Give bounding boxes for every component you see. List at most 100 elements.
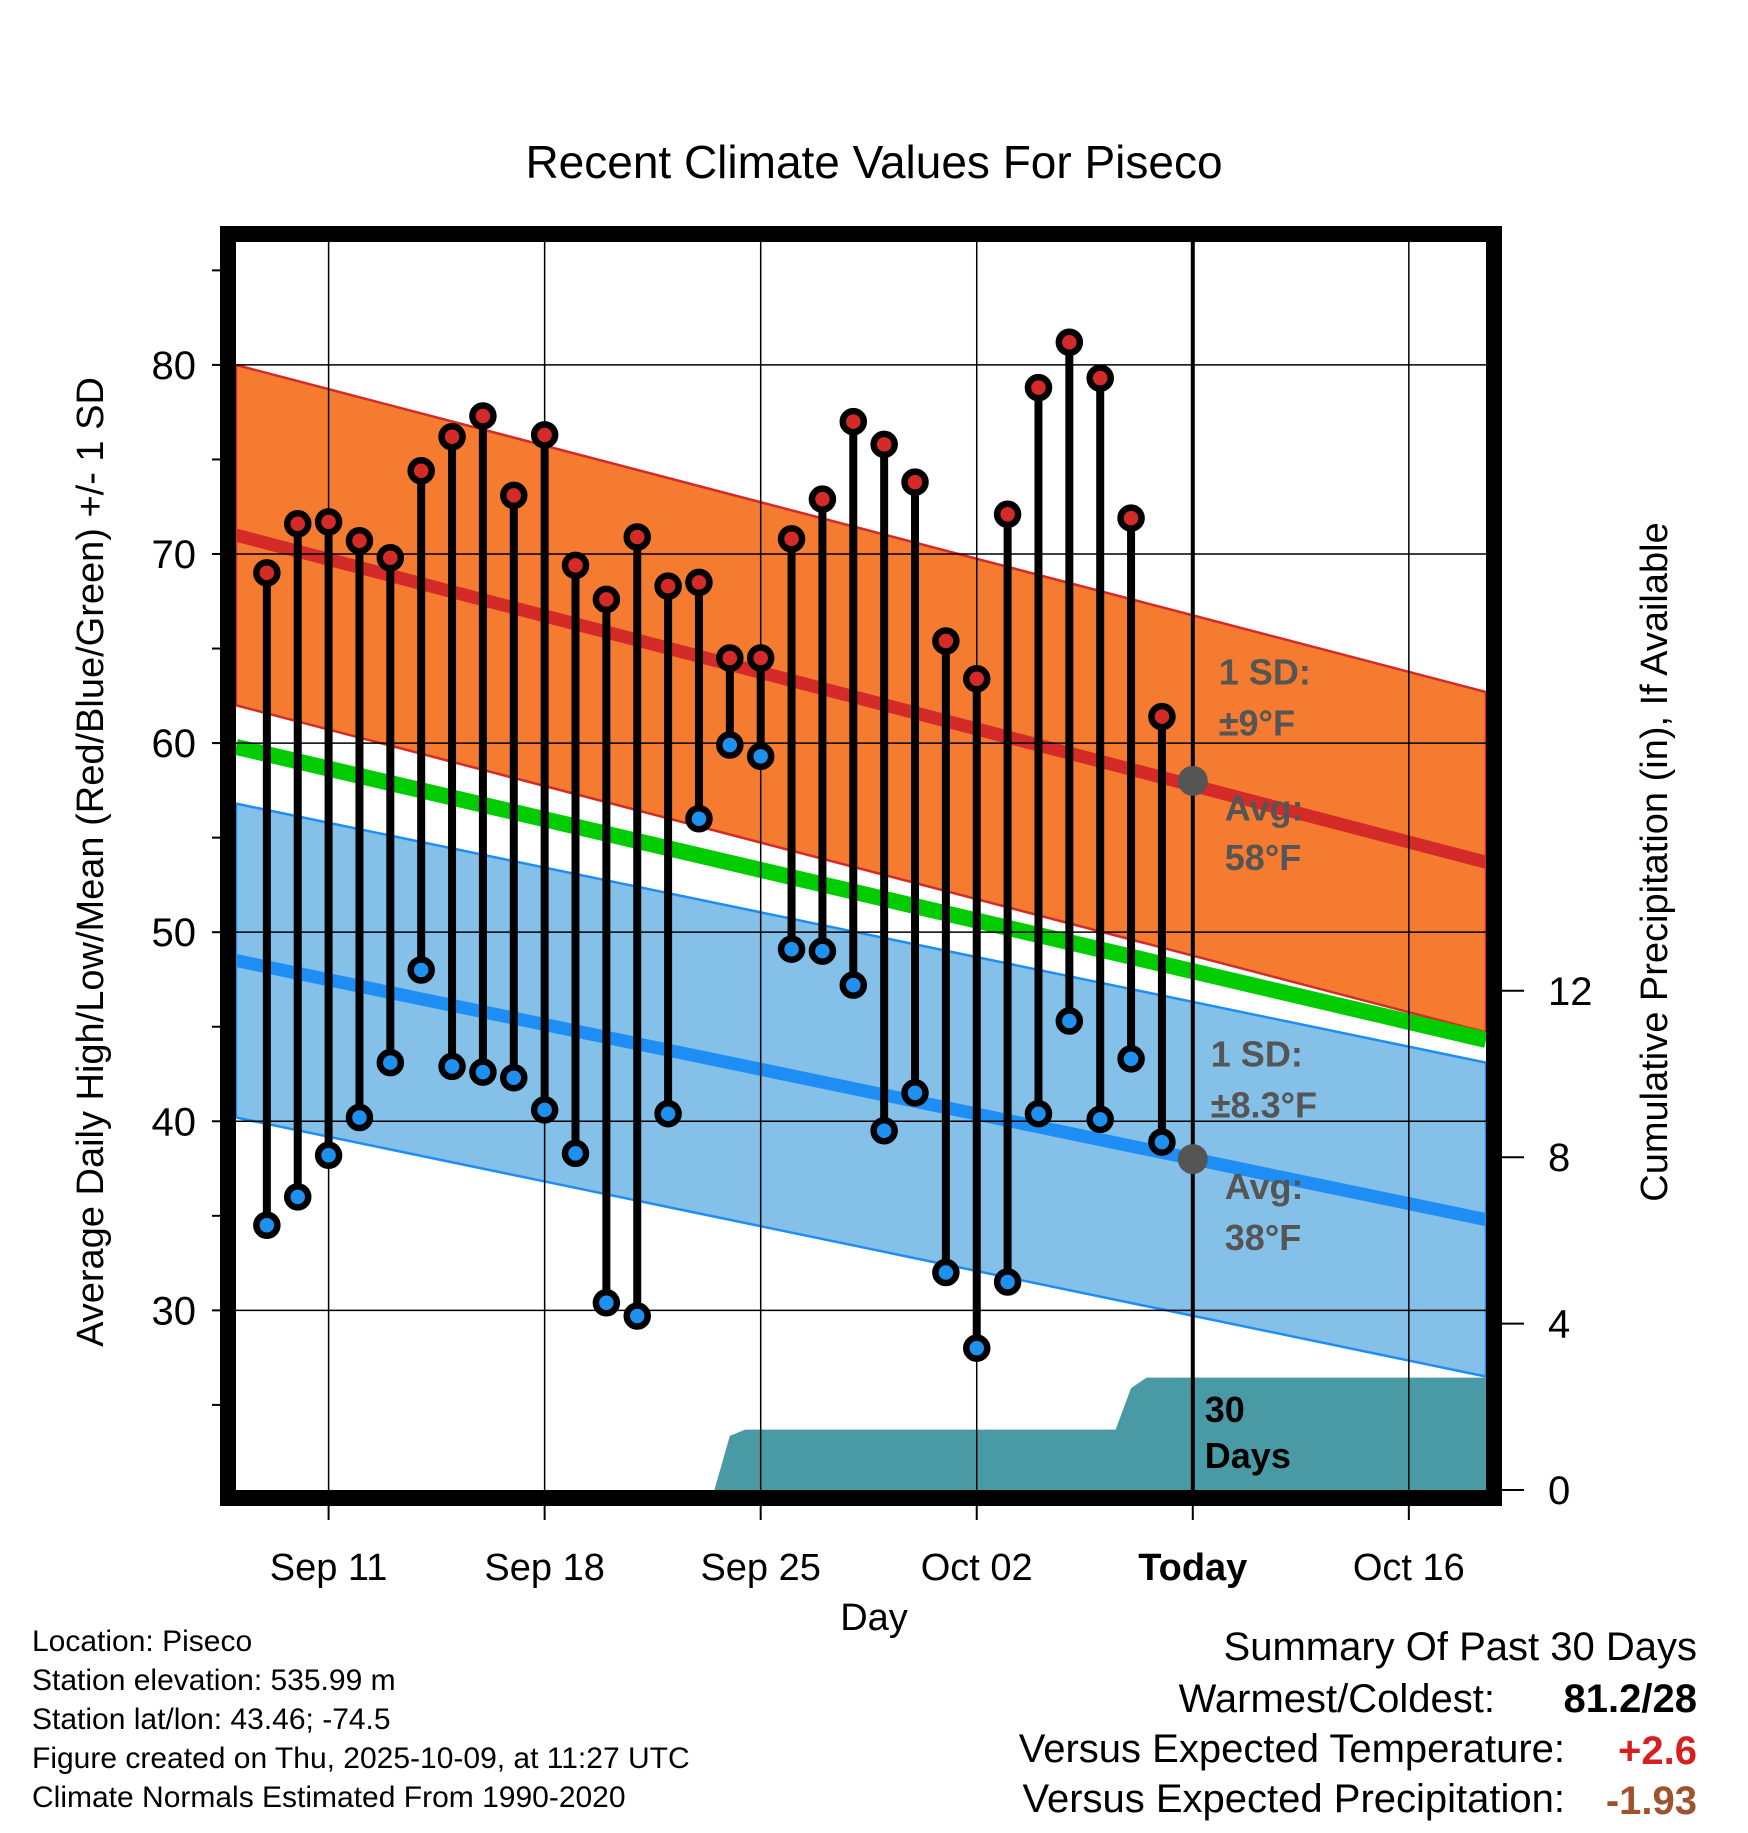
day-high-point [993, 500, 1022, 529]
low-avg-label: Avg: [1225, 1166, 1304, 1207]
footer-info: Location: Piseco Station elevation: 535.… [32, 1625, 690, 1814]
day-high-point [746, 644, 775, 672]
day-high-point [623, 523, 651, 551]
day-high-point [469, 402, 497, 430]
day-high-point [654, 572, 682, 600]
y-tick-label: 80 [152, 344, 197, 388]
footer-created: Figure created on Thu, 2025-10-09, at 11… [32, 1742, 690, 1775]
day-low-point [438, 1052, 466, 1081]
y-tick-label: 40 [152, 1100, 197, 1144]
day-high-point [932, 627, 960, 655]
day-low-point [1117, 1045, 1145, 1073]
plot-area: 1 SD: ±9°F Avg: 58°F 1 SD: ±8.3°F Avg: 38°F 30 Da… [236, 242, 1486, 1490]
day-high-point [283, 509, 312, 538]
day-low-point [469, 1058, 497, 1086]
day-low-point [870, 1116, 898, 1145]
day-high-point [1148, 702, 1176, 731]
day-low-point [1024, 1099, 1053, 1128]
today-low-avg-dot [1177, 1144, 1208, 1175]
low-sd-label: 1 SD: [1211, 1033, 1303, 1074]
day-low-point [623, 1302, 651, 1330]
day-low-point [901, 1079, 929, 1107]
x-tick-label: Today [1138, 1547, 1247, 1589]
y-axis-label-right: Cumulative Precipitation (in), If Availa… [1634, 522, 1676, 1201]
day-high-point [1055, 328, 1084, 356]
day-high-point [808, 485, 837, 513]
high-avg-label: Avg: [1225, 788, 1304, 829]
footer-normals: Climate Normals Estimated From 1990-2020 [32, 1781, 626, 1814]
y-axis-label-left: Average Daily High/Low/Mean (Red/Blue/Gr… [70, 377, 112, 1347]
day-low-point [592, 1289, 621, 1317]
day-low-point [561, 1139, 590, 1168]
day-high-point [901, 468, 929, 496]
day-high-point [407, 457, 435, 485]
precip-area [714, 1377, 1486, 1490]
day-high-point [530, 421, 559, 449]
precip-tick-label: 12 [1548, 970, 1593, 1014]
summary-temp-value: +2.6 [1618, 1729, 1697, 1773]
day-low-point [746, 742, 775, 771]
x-tick-label: Sep 25 [700, 1547, 820, 1589]
high-avg-value: 58°F [1225, 837, 1301, 878]
x-tick-label: Oct 02 [921, 1547, 1033, 1589]
precip-tick-label: 0 [1548, 1469, 1570, 1513]
day-low-point [1055, 1007, 1084, 1035]
high-sd-label: 1 SD: [1219, 651, 1311, 692]
low-normal-line [236, 954, 1486, 1226]
footer-latlon: Station lat/lon: 43.46; -74.5 [32, 1703, 391, 1736]
low-avg-value: 38°F [1225, 1217, 1301, 1258]
day-high-point [345, 527, 374, 555]
day-low-point [530, 1096, 559, 1124]
y-tick-label: 50 [152, 911, 197, 955]
day-low-point [1148, 1128, 1176, 1156]
x-tick-label: Sep 18 [484, 1547, 604, 1589]
days-label-text: Days [1205, 1435, 1291, 1476]
plot-frame [220, 226, 1502, 1506]
y-tick-label: 30 [152, 1289, 197, 1333]
summary-precip-value: -1.93 [1606, 1779, 1697, 1823]
day-low-point [962, 1334, 991, 1362]
day-low-point [253, 1211, 281, 1240]
day-high-point [561, 551, 590, 580]
x-tick-label: Oct 16 [1353, 1547, 1465, 1589]
day-low-point [407, 956, 435, 984]
day-high-point [253, 559, 281, 587]
day-high-point [716, 644, 744, 672]
day-low-point [808, 937, 837, 965]
day-low-point [654, 1099, 682, 1128]
summary-warmest-value: 81.2/28 [1564, 1677, 1697, 1721]
chart-title: Recent Climate Values For Piseco [525, 136, 1222, 188]
precip-tick-label: 8 [1548, 1136, 1570, 1180]
day-high-point [592, 585, 621, 614]
day-low-point [839, 971, 868, 999]
day-high-point [376, 544, 405, 572]
mean-normal-line [236, 739, 1486, 1048]
summary-panel: Summary Of Past 30 Days Warmest/Coldest:… [1019, 1625, 1697, 1823]
summary-warmest-label: Warmest/Coldest: [1179, 1677, 1495, 1721]
day-high-point [500, 481, 528, 510]
day-high-point [1117, 504, 1145, 532]
day-low-point [716, 731, 744, 759]
high-normal-line [236, 528, 1486, 869]
summary-temp-label: Versus Expected Temperature: [1019, 1727, 1565, 1771]
day-high-point [870, 430, 898, 459]
day-low-point [376, 1048, 405, 1077]
day-high-point [777, 525, 806, 553]
day-low-point [500, 1064, 528, 1092]
high-sd-value: ±9°F [1219, 703, 1295, 744]
day-high-point [1086, 364, 1114, 392]
y-tick-label: 60 [152, 722, 197, 766]
day-low-point [345, 1103, 374, 1132]
day-low-point [1086, 1105, 1114, 1134]
day-low-point [777, 935, 806, 963]
day-high-point [962, 665, 991, 693]
x-tick-label: Sep 11 [270, 1547, 388, 1589]
today-high-avg-dot [1177, 765, 1208, 796]
day-high-point [685, 568, 713, 597]
footer-location: Location: Piseco [32, 1625, 252, 1658]
precip-tick-label: 4 [1548, 1303, 1570, 1347]
day-low-point [993, 1268, 1022, 1296]
day-high-point [438, 423, 466, 451]
x-axis-label: Day [840, 1597, 908, 1639]
